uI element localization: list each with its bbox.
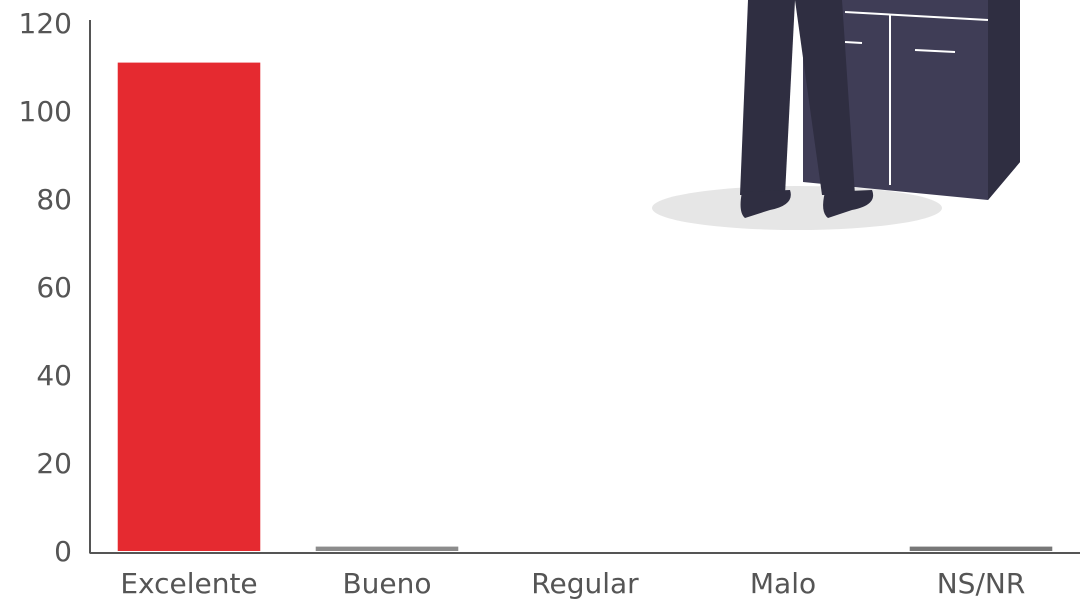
x-tick-label: Regular [531,567,639,600]
cabinet-handle [914,49,956,53]
y-tick-label: 80 [36,183,72,216]
x-tick-label: Bueno [342,567,431,600]
leg [740,0,795,195]
x-tick-label: Excelente [120,567,257,600]
leg [795,0,855,195]
shoe [823,190,874,218]
bar [117,62,261,551]
cabinet-side [988,0,1020,200]
shadow [652,186,942,230]
cabinet-handle [844,41,863,44]
cabinet [803,0,1020,200]
y-tick-label: 100 [19,95,72,128]
shoe [740,190,791,218]
x-tick-label: NS/NR [937,567,1026,600]
illustration [652,0,1020,230]
bar [315,546,459,551]
cabinet-line [844,11,989,21]
y-tick-label: 0 [54,535,72,568]
y-tick-label: 40 [36,359,72,392]
x-tick-label: Malo [750,567,816,600]
y-tick-label: 120 [19,7,72,40]
y-tick-label: 20 [36,447,72,480]
bar [909,546,1053,551]
y-tick-label: 60 [36,271,72,304]
